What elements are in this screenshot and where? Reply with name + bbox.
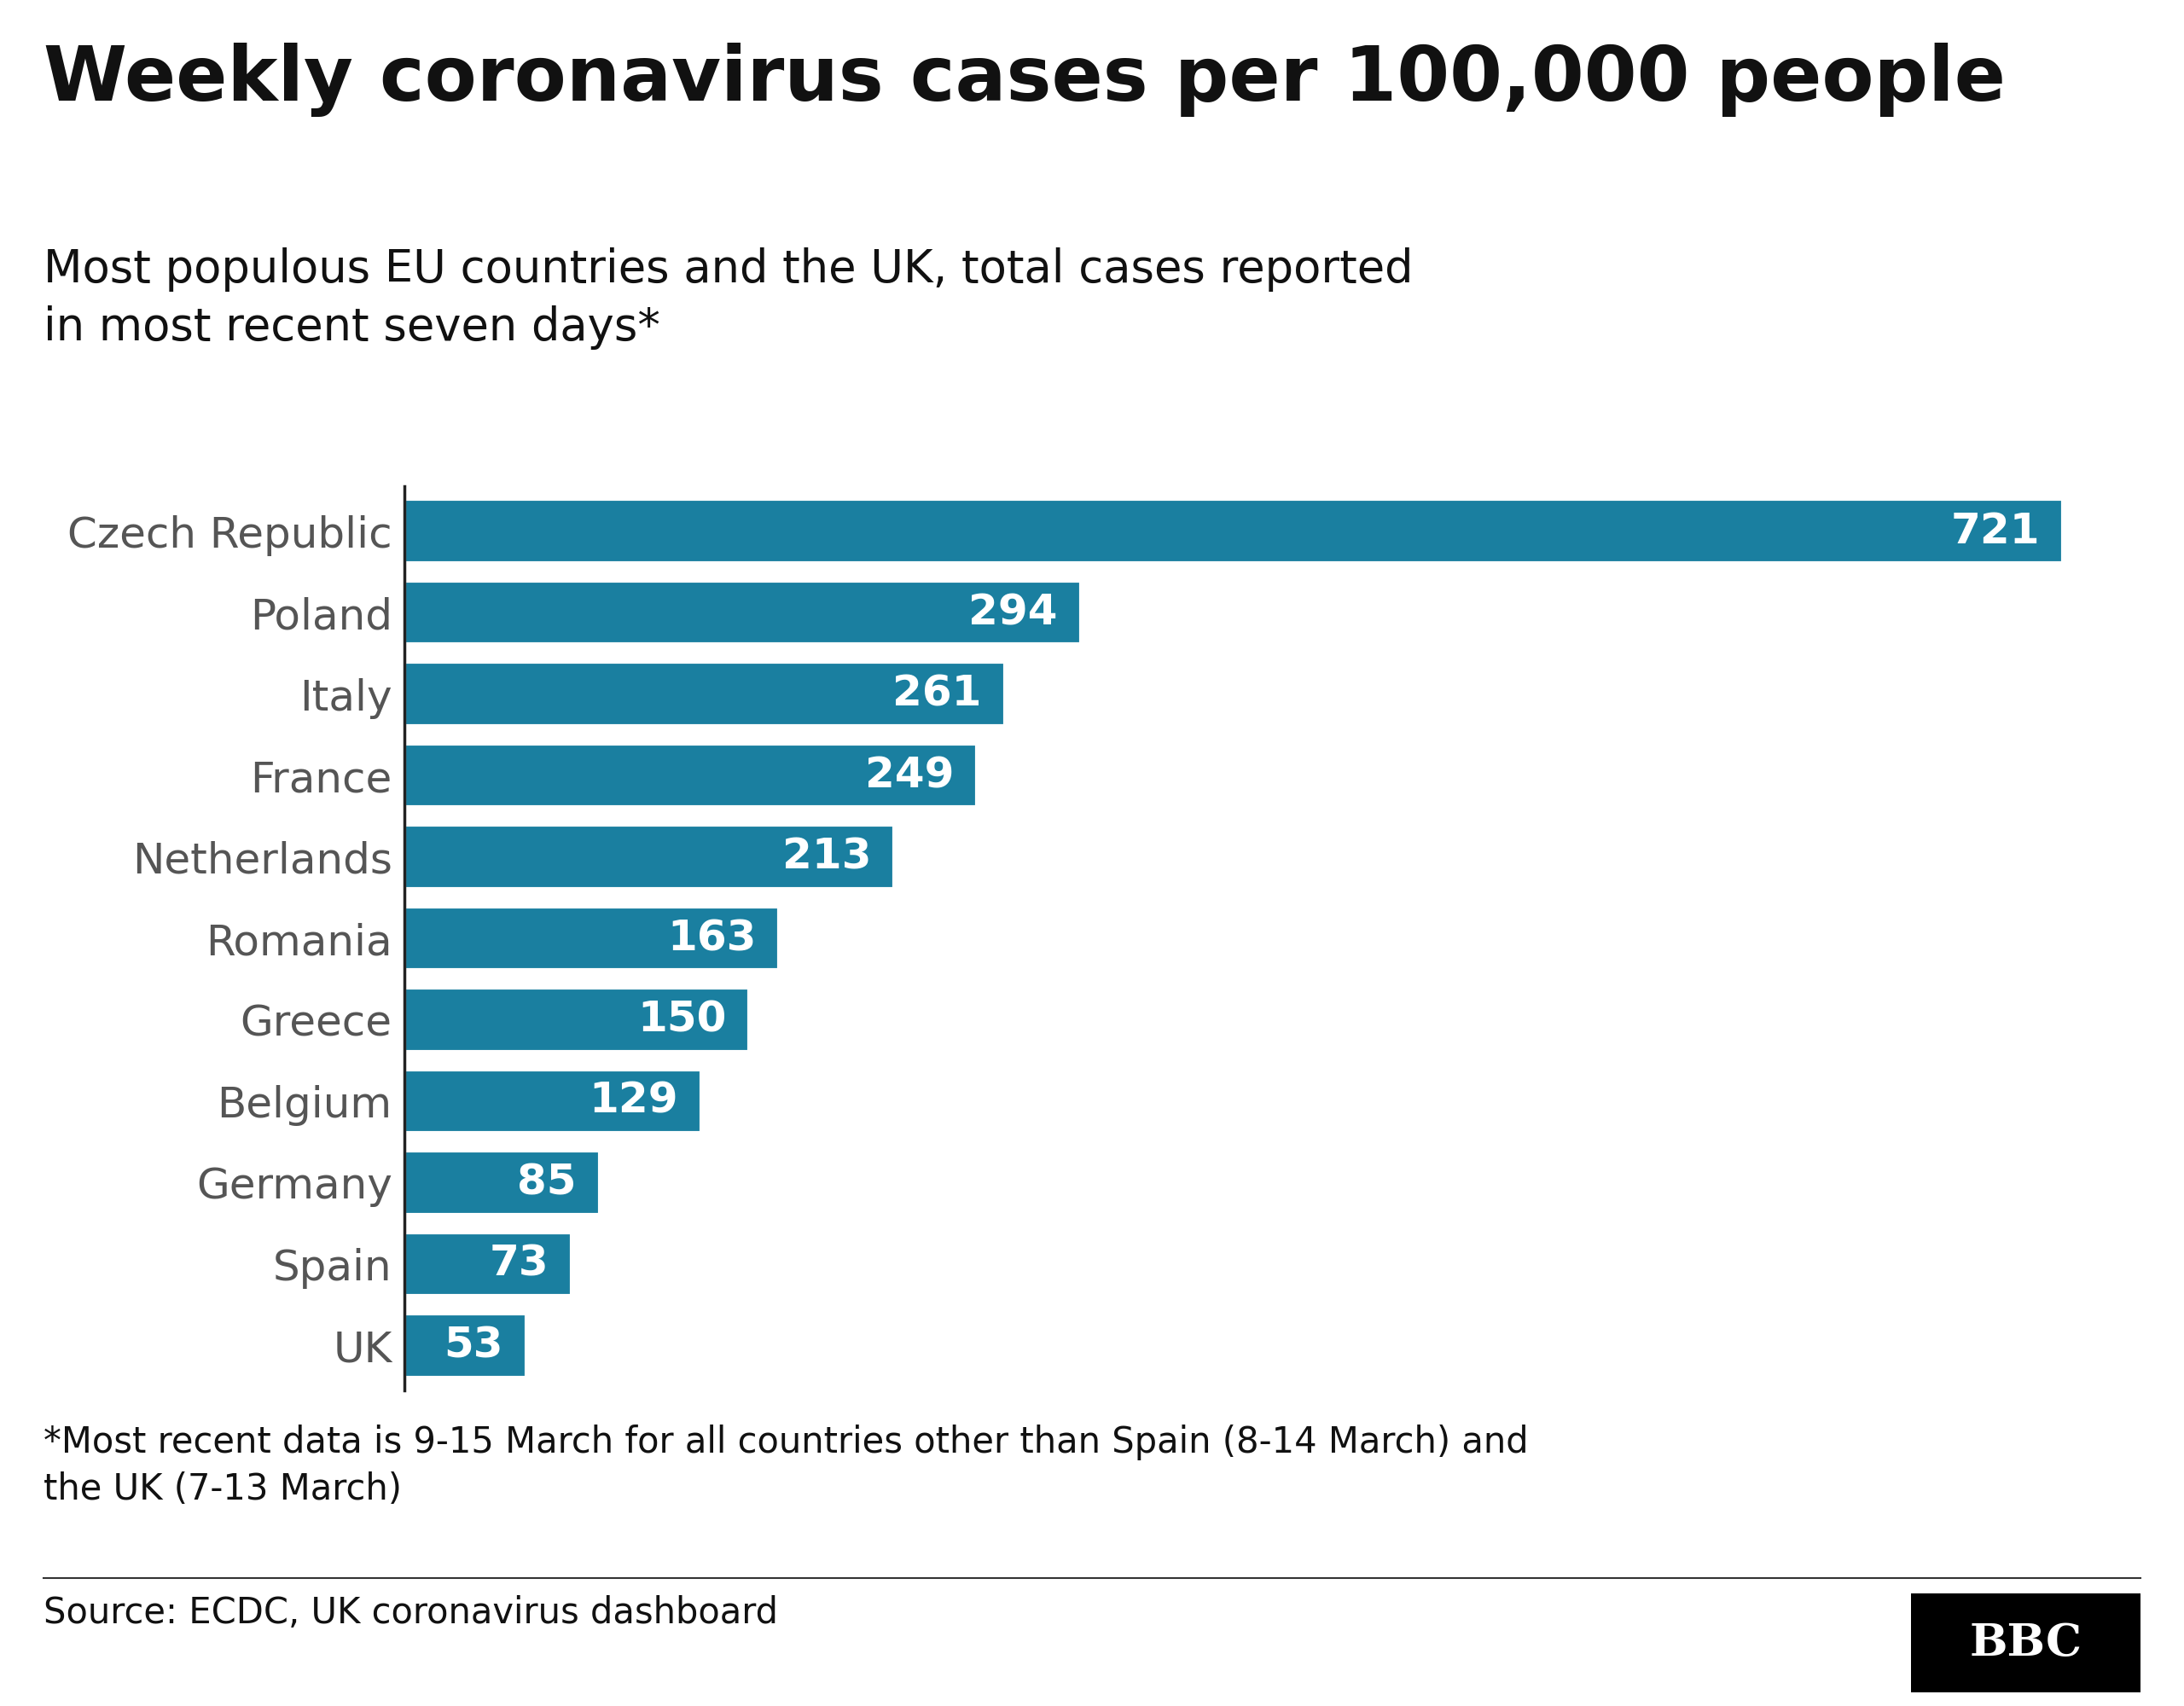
Text: *Most recent data is 9-15 March for all countries other than Spain (8-14 March) : *Most recent data is 9-15 March for all … bbox=[44, 1425, 1529, 1508]
Bar bbox=[404, 662, 1005, 725]
Text: 53: 53 bbox=[443, 1326, 502, 1367]
Bar bbox=[404, 1152, 601, 1215]
Bar bbox=[404, 906, 780, 971]
Bar bbox=[404, 826, 893, 889]
Bar bbox=[404, 744, 976, 807]
Text: BBC: BBC bbox=[1970, 1621, 2081, 1665]
Bar bbox=[404, 1314, 526, 1377]
Text: 85: 85 bbox=[518, 1162, 577, 1203]
Bar bbox=[404, 1070, 701, 1133]
Text: 150: 150 bbox=[638, 1000, 725, 1041]
Text: 73: 73 bbox=[489, 1244, 548, 1285]
Text: 249: 249 bbox=[865, 756, 954, 797]
Text: Most populous EU countries and the UK, total cases reported
in most recent seven: Most populous EU countries and the UK, t… bbox=[44, 247, 1413, 350]
Bar bbox=[404, 580, 1081, 645]
Text: 129: 129 bbox=[590, 1080, 677, 1121]
Text: 294: 294 bbox=[968, 592, 1057, 633]
Text: Source: ECDC, UK coronavirus dashboard: Source: ECDC, UK coronavirus dashboard bbox=[44, 1595, 778, 1631]
Text: 213: 213 bbox=[782, 836, 871, 877]
Text: 721: 721 bbox=[1950, 510, 2040, 551]
Text: 163: 163 bbox=[666, 918, 756, 959]
Bar bbox=[404, 1232, 572, 1297]
Text: Weekly coronavirus cases per 100,000 people: Weekly coronavirus cases per 100,000 peo… bbox=[44, 43, 2005, 116]
Bar bbox=[404, 500, 2064, 563]
Text: 261: 261 bbox=[893, 674, 981, 715]
Bar bbox=[404, 988, 749, 1051]
